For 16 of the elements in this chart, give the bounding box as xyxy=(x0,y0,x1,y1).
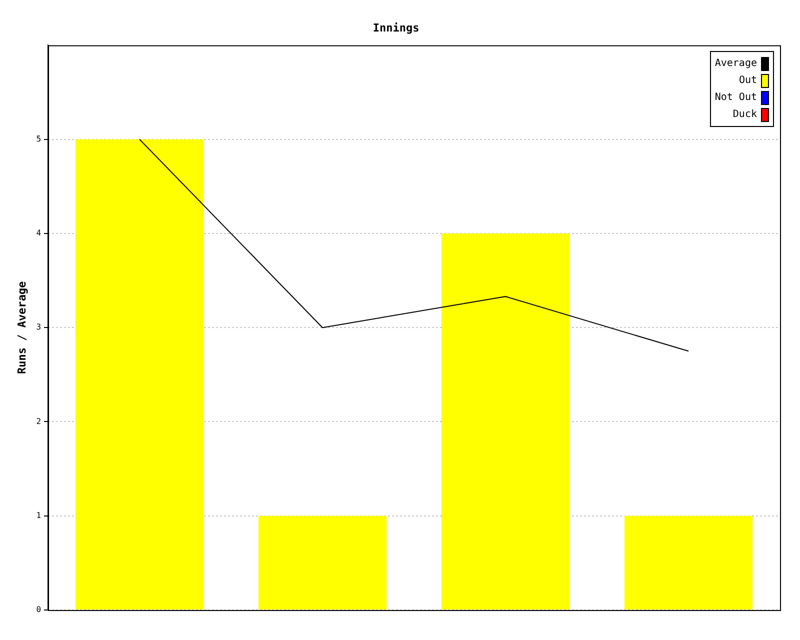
y-tick-label: 4 xyxy=(36,228,42,238)
legend-label: Duck xyxy=(732,109,757,120)
y-tick-label: 1 xyxy=(36,510,42,520)
y-axis-title: Runs / Average xyxy=(15,280,28,374)
bar xyxy=(441,233,570,610)
bar xyxy=(75,139,204,610)
y-tick-label: 5 xyxy=(36,134,42,144)
legend-label: Out xyxy=(738,75,757,86)
y-tick-label: 3 xyxy=(36,322,42,332)
bar xyxy=(624,516,753,610)
legend-label: Not Out xyxy=(714,92,757,104)
y-tick-label: 2 xyxy=(36,416,42,426)
legend-label: Average xyxy=(714,58,757,70)
y-tick-label: 0 xyxy=(36,605,42,614)
bar xyxy=(258,516,387,610)
chart-title: Innings xyxy=(372,21,420,34)
